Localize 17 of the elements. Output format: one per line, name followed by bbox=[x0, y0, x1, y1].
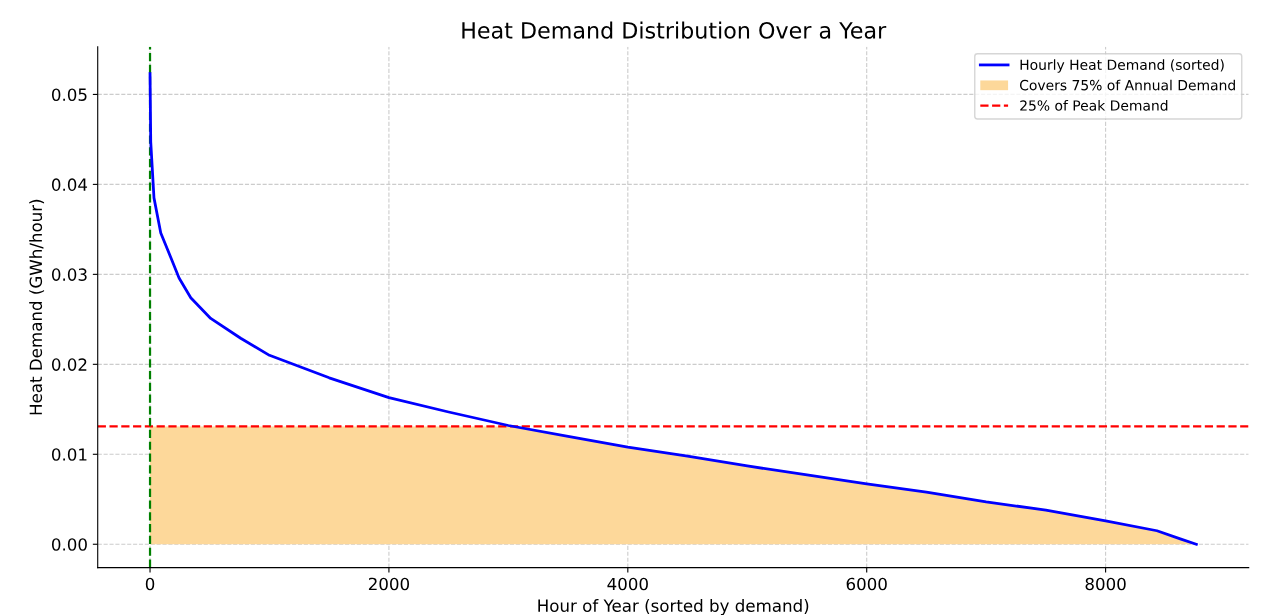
x-tick-label: 6000 bbox=[846, 577, 887, 591]
legend-label: 25% of Peak Demand bbox=[1020, 100, 1168, 111]
y-tick-label: 0.04 bbox=[51, 178, 88, 191]
y-tick-label: 0.01 bbox=[51, 448, 87, 461]
x-tick-label: 2000 bbox=[368, 577, 410, 591]
y-tick-label: 0.02 bbox=[51, 358, 87, 371]
y-axis-title: Heat Demand (GWh/hour) bbox=[29, 199, 45, 415]
legend-label: Covers 75% of Annual Demand bbox=[1019, 79, 1235, 91]
y-tick-label: 0.05 bbox=[51, 88, 87, 101]
x-axis-title: Hour of Year (sorted by demand) bbox=[538, 599, 809, 615]
legend-label: Hourly Heat Demand (sorted) bbox=[1020, 59, 1224, 73]
y-tick-label: 0.00 bbox=[51, 538, 87, 551]
x-tick-label: 8000 bbox=[1085, 577, 1126, 591]
y-tick-label: 0.03 bbox=[51, 268, 87, 281]
chart-title: Heat Demand Distribution Over a Year bbox=[462, 21, 887, 39]
x-tick-label: 4000 bbox=[607, 577, 648, 591]
x-tick-label: 0 bbox=[145, 577, 155, 591]
